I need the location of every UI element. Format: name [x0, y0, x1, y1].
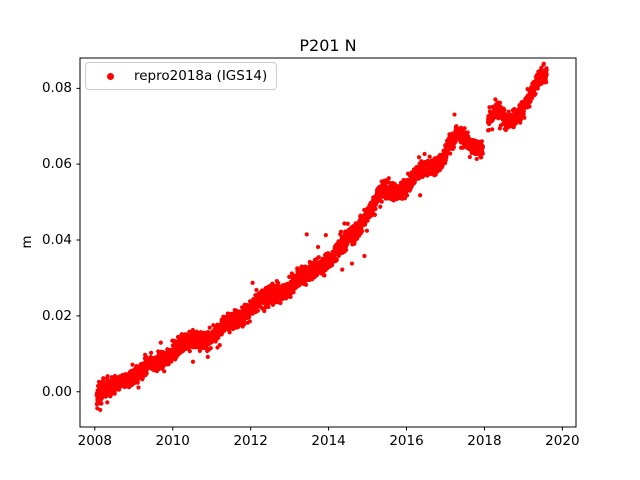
- x-tick-label: 2020: [545, 433, 580, 449]
- y-tick-label: 0.04: [41, 232, 72, 249]
- x-tick-label: 2016: [389, 433, 424, 449]
- legend-marker-dot: [107, 72, 114, 80]
- y-tick-label: 0.00: [41, 383, 72, 400]
- x-tick-label: 2010: [155, 433, 190, 449]
- x-tick-label: 2008: [77, 433, 112, 449]
- legend-label: repro2018a (IGS14): [134, 68, 268, 84]
- x-tick-label: 2018: [467, 433, 502, 449]
- y-tick-label: 0.06: [41, 156, 72, 173]
- x-tick-label: 2014: [311, 433, 346, 449]
- y-tick-label: 0.02: [41, 307, 72, 324]
- chart-title: P201 N: [299, 36, 357, 55]
- y-tick-label: 0.08: [41, 80, 72, 97]
- legend: repro2018a (IGS14): [85, 62, 277, 90]
- x-tick-label: 2012: [233, 433, 268, 449]
